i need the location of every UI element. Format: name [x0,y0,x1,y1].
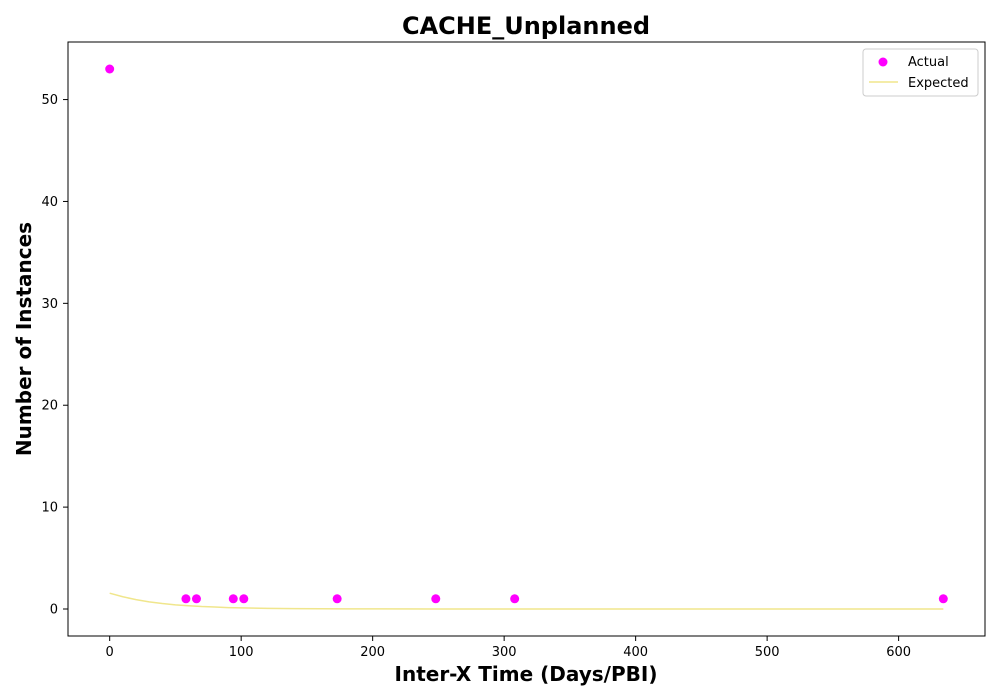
x-axis-ticks: 0 100 200 300 400 500 600 [106,636,911,660]
expected-line [109,592,944,610]
legend-box [862,48,979,97]
actual-point [239,594,249,604]
legend: Actual Expected [862,48,979,97]
actual-point [181,594,191,604]
legend-actual-label: Actual [908,55,949,70]
x-tick-label: 500 [755,645,780,660]
actual-point [510,594,520,604]
y-tick-label: 20 [41,399,58,414]
actual-point [228,594,238,604]
y-tick-label: 30 [41,297,58,312]
actual-point [105,64,115,74]
series-layer [105,64,948,610]
x-tick-label: 300 [492,645,517,660]
legend-actual-marker [878,57,888,67]
y-axis-ticks: 0 10 20 30 40 50 [41,93,68,618]
actual-point [191,594,201,604]
plot-area-frame [67,41,986,637]
y-tick-label: 0 [50,603,58,618]
x-tick-label: 600 [886,645,911,660]
y-tick-label: 50 [41,93,58,108]
x-tick-label: 100 [229,645,254,660]
y-axis-label: Number of Instances [12,222,36,456]
legend-expected-label: Expected [908,76,969,91]
chart-title: CACHE_Unplanned [402,12,650,40]
x-tick-label: 200 [360,645,385,660]
x-tick-label: 400 [623,645,648,660]
y-tick-label: 10 [41,501,58,516]
actual-point [431,594,441,604]
actual-point [938,594,948,604]
x-axis-label: Inter-X Time (Days/PBI) [395,662,658,686]
y-tick-label: 40 [41,195,58,210]
actual-point [332,594,342,604]
x-tick-label: 0 [106,645,114,660]
